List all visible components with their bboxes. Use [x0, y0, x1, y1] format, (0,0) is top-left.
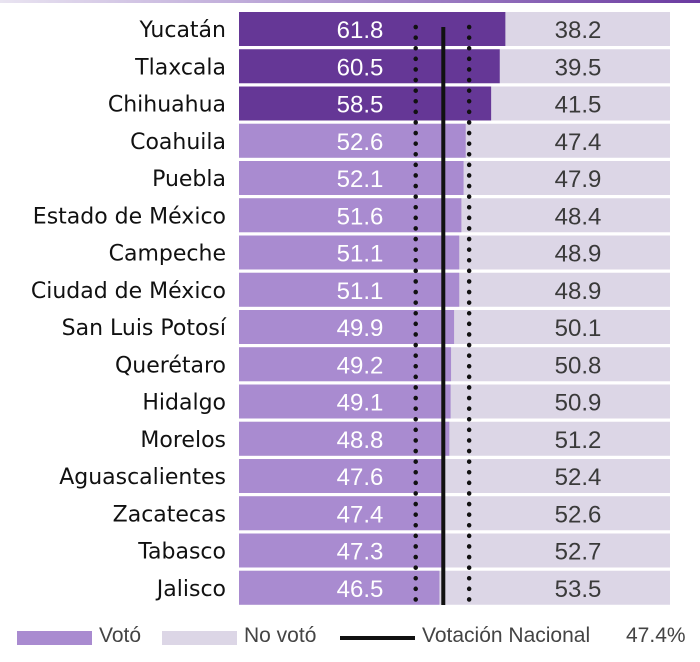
value-label-no-voto: 52.6: [555, 501, 602, 528]
category-label: Hidalgo: [142, 391, 226, 416]
category-label: Zacatecas: [113, 502, 226, 527]
bar-voto: [239, 496, 444, 531]
category-label: Querétaro: [115, 353, 226, 378]
bar-voto: [239, 310, 455, 344]
bar-voto: [239, 86, 492, 121]
value-label-voto: 48.8: [337, 427, 384, 454]
value-label-no-voto: 52.4: [555, 464, 602, 491]
value-label-no-voto: 52.7: [555, 539, 602, 566]
category-label: San Luis Potosí: [62, 316, 227, 341]
value-label-no-voto: 50.8: [555, 352, 602, 379]
top-accent-line: [0, 0, 700, 3]
category-label: Estado de México: [33, 204, 226, 229]
value-label-no-voto: 47.4: [555, 129, 602, 156]
legend-value-national: 47.4%: [626, 624, 686, 647]
value-label-voto: 49.9: [337, 315, 384, 342]
bar-rows: Yucatán 61.8 38.2 Tlaxcala 60.5 39.5 Chihuahua…: [31, 12, 670, 605]
category-label: Campeche: [109, 242, 226, 267]
bar-voto: [239, 198, 462, 233]
value-label-voto: 51.1: [337, 241, 384, 268]
value-label-no-voto: 48.4: [555, 203, 602, 230]
value-label-voto: 47.3: [337, 539, 384, 566]
value-label-no-voto: 48.9: [555, 241, 602, 268]
value-label-voto: 46.5: [337, 576, 384, 603]
bar-voto: [239, 49, 500, 84]
value-label-voto: 52.1: [337, 166, 384, 193]
legend-swatch-voto: [17, 631, 92, 645]
value-label-voto: 51.6: [337, 203, 384, 230]
value-label-voto: 49.1: [337, 390, 384, 417]
value-label-no-voto: 39.5: [555, 54, 602, 81]
value-label-voto: 52.6: [337, 129, 384, 156]
value-label-voto: 49.2: [337, 352, 384, 379]
value-label-no-voto: 48.9: [555, 278, 602, 305]
bar-voto: [239, 235, 460, 270]
category-label: Coahuila: [130, 130, 226, 155]
value-label-voto: 51.1: [337, 278, 384, 305]
value-label-no-voto: 38.2: [555, 17, 602, 44]
value-label-voto: 47.4: [337, 501, 384, 528]
value-label-no-voto: 41.5: [555, 92, 602, 119]
bar-voto: [239, 570, 440, 605]
reference-lines: [413, 24, 472, 608]
value-label-no-voto: 51.2: [555, 427, 602, 454]
category-label: Tlaxcala: [134, 55, 226, 80]
legend-label-national: Votación Nacional: [422, 624, 591, 647]
category-label: Puebla: [152, 167, 226, 192]
value-label-no-voto: 53.5: [555, 576, 602, 603]
bar-voto: [239, 12, 506, 46]
category-label: Morelos: [140, 428, 226, 453]
category-label: Yucatán: [139, 18, 227, 43]
category-label: Jalisco: [155, 577, 226, 602]
bar-voto: [239, 533, 443, 568]
category-label: Aguascalientes: [59, 465, 226, 490]
value-label-voto: 47.6: [337, 464, 384, 491]
bar-voto: [239, 123, 466, 158]
category-label: Chihuahua: [108, 93, 226, 118]
value-label-no-voto: 50.9: [555, 390, 602, 417]
legend: Votó No votó Votación Nacional 47.4%: [0, 620, 700, 654]
value-label-voto: 60.5: [337, 54, 384, 81]
legend-label-voto: Votó: [99, 624, 142, 647]
value-label-no-voto: 47.9: [555, 166, 602, 193]
bar-voto: [239, 384, 451, 419]
bar-voto: [239, 161, 464, 195]
bar-voto: [239, 459, 445, 493]
legend-swatch-no-voto: [162, 631, 237, 645]
category-label: Ciudad de México: [31, 279, 226, 304]
category-label: Tabasco: [137, 540, 226, 565]
legend-label-no-voto: No votó: [244, 624, 317, 647]
value-label-voto: 61.8: [337, 17, 384, 44]
legend-line-national: [340, 636, 415, 640]
value-label-no-voto: 50.1: [555, 315, 602, 342]
value-label-voto: 58.5: [337, 92, 384, 119]
bar-voto: [239, 272, 460, 307]
